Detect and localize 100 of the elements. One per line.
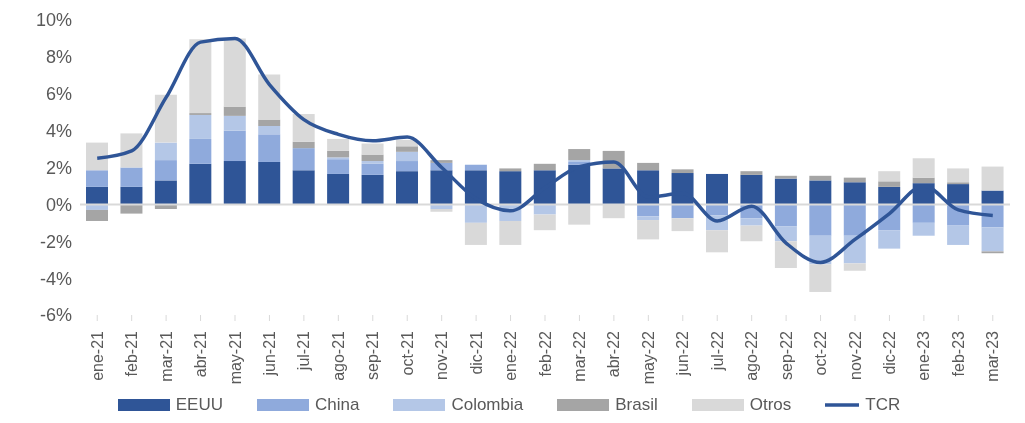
bar (327, 173, 350, 205)
x-tick-label: ene-22 (502, 330, 520, 381)
bar (120, 186, 143, 205)
bar (327, 159, 350, 174)
bar (706, 173, 728, 205)
bar (774, 175, 797, 179)
bar (878, 181, 901, 187)
x-tick-label: jul-21 (295, 330, 313, 372)
x-tick-label: nov-21 (433, 330, 451, 380)
x-tick-label: may-21 (226, 330, 244, 385)
bar (396, 151, 418, 162)
x-tick-label: dic-21 (467, 330, 485, 375)
y-tick-label: 10% (35, 10, 72, 31)
x-tick-label: mar-22 (570, 330, 588, 382)
bar (947, 168, 970, 183)
x-tick-label: feb-21 (123, 330, 141, 377)
x-tick-label: nov-22 (846, 330, 864, 380)
bar (292, 141, 315, 149)
bar (154, 160, 177, 181)
bar (189, 114, 212, 139)
bar (637, 162, 660, 171)
y-tick-label: 0% (45, 194, 72, 215)
bar (809, 204, 832, 236)
bar (396, 161, 418, 172)
x-tick-label: oct-21 (398, 330, 416, 376)
x-tick-label: ago-21 (329, 330, 347, 381)
x-tick-label: oct-22 (812, 330, 830, 376)
legend-label: Colombia (451, 395, 524, 415)
bar (774, 241, 797, 268)
bar (430, 170, 453, 205)
bar (774, 178, 797, 205)
x-tick-label: mar-21 (157, 330, 175, 382)
bar (912, 158, 935, 178)
bar (499, 220, 522, 245)
bar (878, 230, 901, 249)
bar (327, 150, 350, 158)
x-tick-label: sep-22 (777, 330, 795, 380)
legend-label: Brasil (615, 395, 658, 415)
bar (86, 170, 108, 187)
bar (258, 126, 281, 135)
x-tick-label: ene-21 (88, 330, 106, 381)
x-tick-label: may-22 (639, 330, 657, 385)
bar (671, 204, 694, 219)
bar (86, 209, 108, 221)
x-tick-label: feb-23 (949, 330, 967, 377)
bar (86, 186, 108, 205)
y-tick-label: -4% (39, 268, 72, 289)
bar (740, 225, 763, 242)
y-tick-label: 2% (45, 157, 72, 178)
bar (602, 168, 625, 205)
bar (912, 222, 935, 236)
bar (120, 204, 143, 214)
bar (568, 149, 591, 161)
bar (671, 218, 694, 232)
bar (947, 225, 970, 245)
bar (740, 218, 763, 226)
bar (637, 220, 660, 240)
y-tick-label: -2% (39, 231, 72, 252)
bar (809, 264, 832, 292)
legend-label: EEUU (175, 395, 223, 415)
bar (361, 163, 384, 175)
bar (86, 142, 108, 171)
bar (533, 204, 556, 215)
y-tick-label: 6% (45, 84, 72, 105)
bar (361, 174, 384, 205)
bar (533, 214, 556, 231)
bar (499, 171, 522, 205)
x-tick-label: abr-22 (605, 330, 623, 378)
y-tick-label: 8% (45, 47, 72, 68)
bar (258, 134, 281, 162)
x-tick-label: jul-22 (708, 330, 726, 372)
bar (499, 168, 522, 172)
legend-label: China (314, 395, 360, 415)
bar (258, 161, 281, 205)
x-tick-label: sep-21 (364, 330, 382, 380)
bar (637, 216, 660, 221)
x-tick-label: dic-22 (880, 330, 898, 375)
bar (292, 170, 315, 205)
bar (947, 184, 970, 205)
bar (258, 119, 281, 127)
bar (774, 204, 797, 227)
bar (361, 161, 384, 164)
bar (223, 161, 246, 205)
bar (637, 204, 660, 217)
bar (361, 154, 384, 162)
x-tick-label: feb-22 (536, 330, 554, 377)
bar (464, 222, 487, 245)
bar (223, 106, 246, 116)
y-tick-label: -6% (39, 305, 72, 326)
legend-label: Otros (749, 395, 792, 415)
x-tick-label: abr-21 (192, 330, 210, 378)
bar (154, 142, 177, 161)
bar (189, 163, 212, 205)
bar (878, 186, 901, 205)
bar (671, 169, 694, 174)
bar (430, 208, 453, 212)
x-tick-label: ago-22 (743, 330, 761, 381)
bar (740, 174, 763, 205)
x-tick-label: jun-22 (674, 330, 692, 377)
bar (878, 171, 901, 182)
